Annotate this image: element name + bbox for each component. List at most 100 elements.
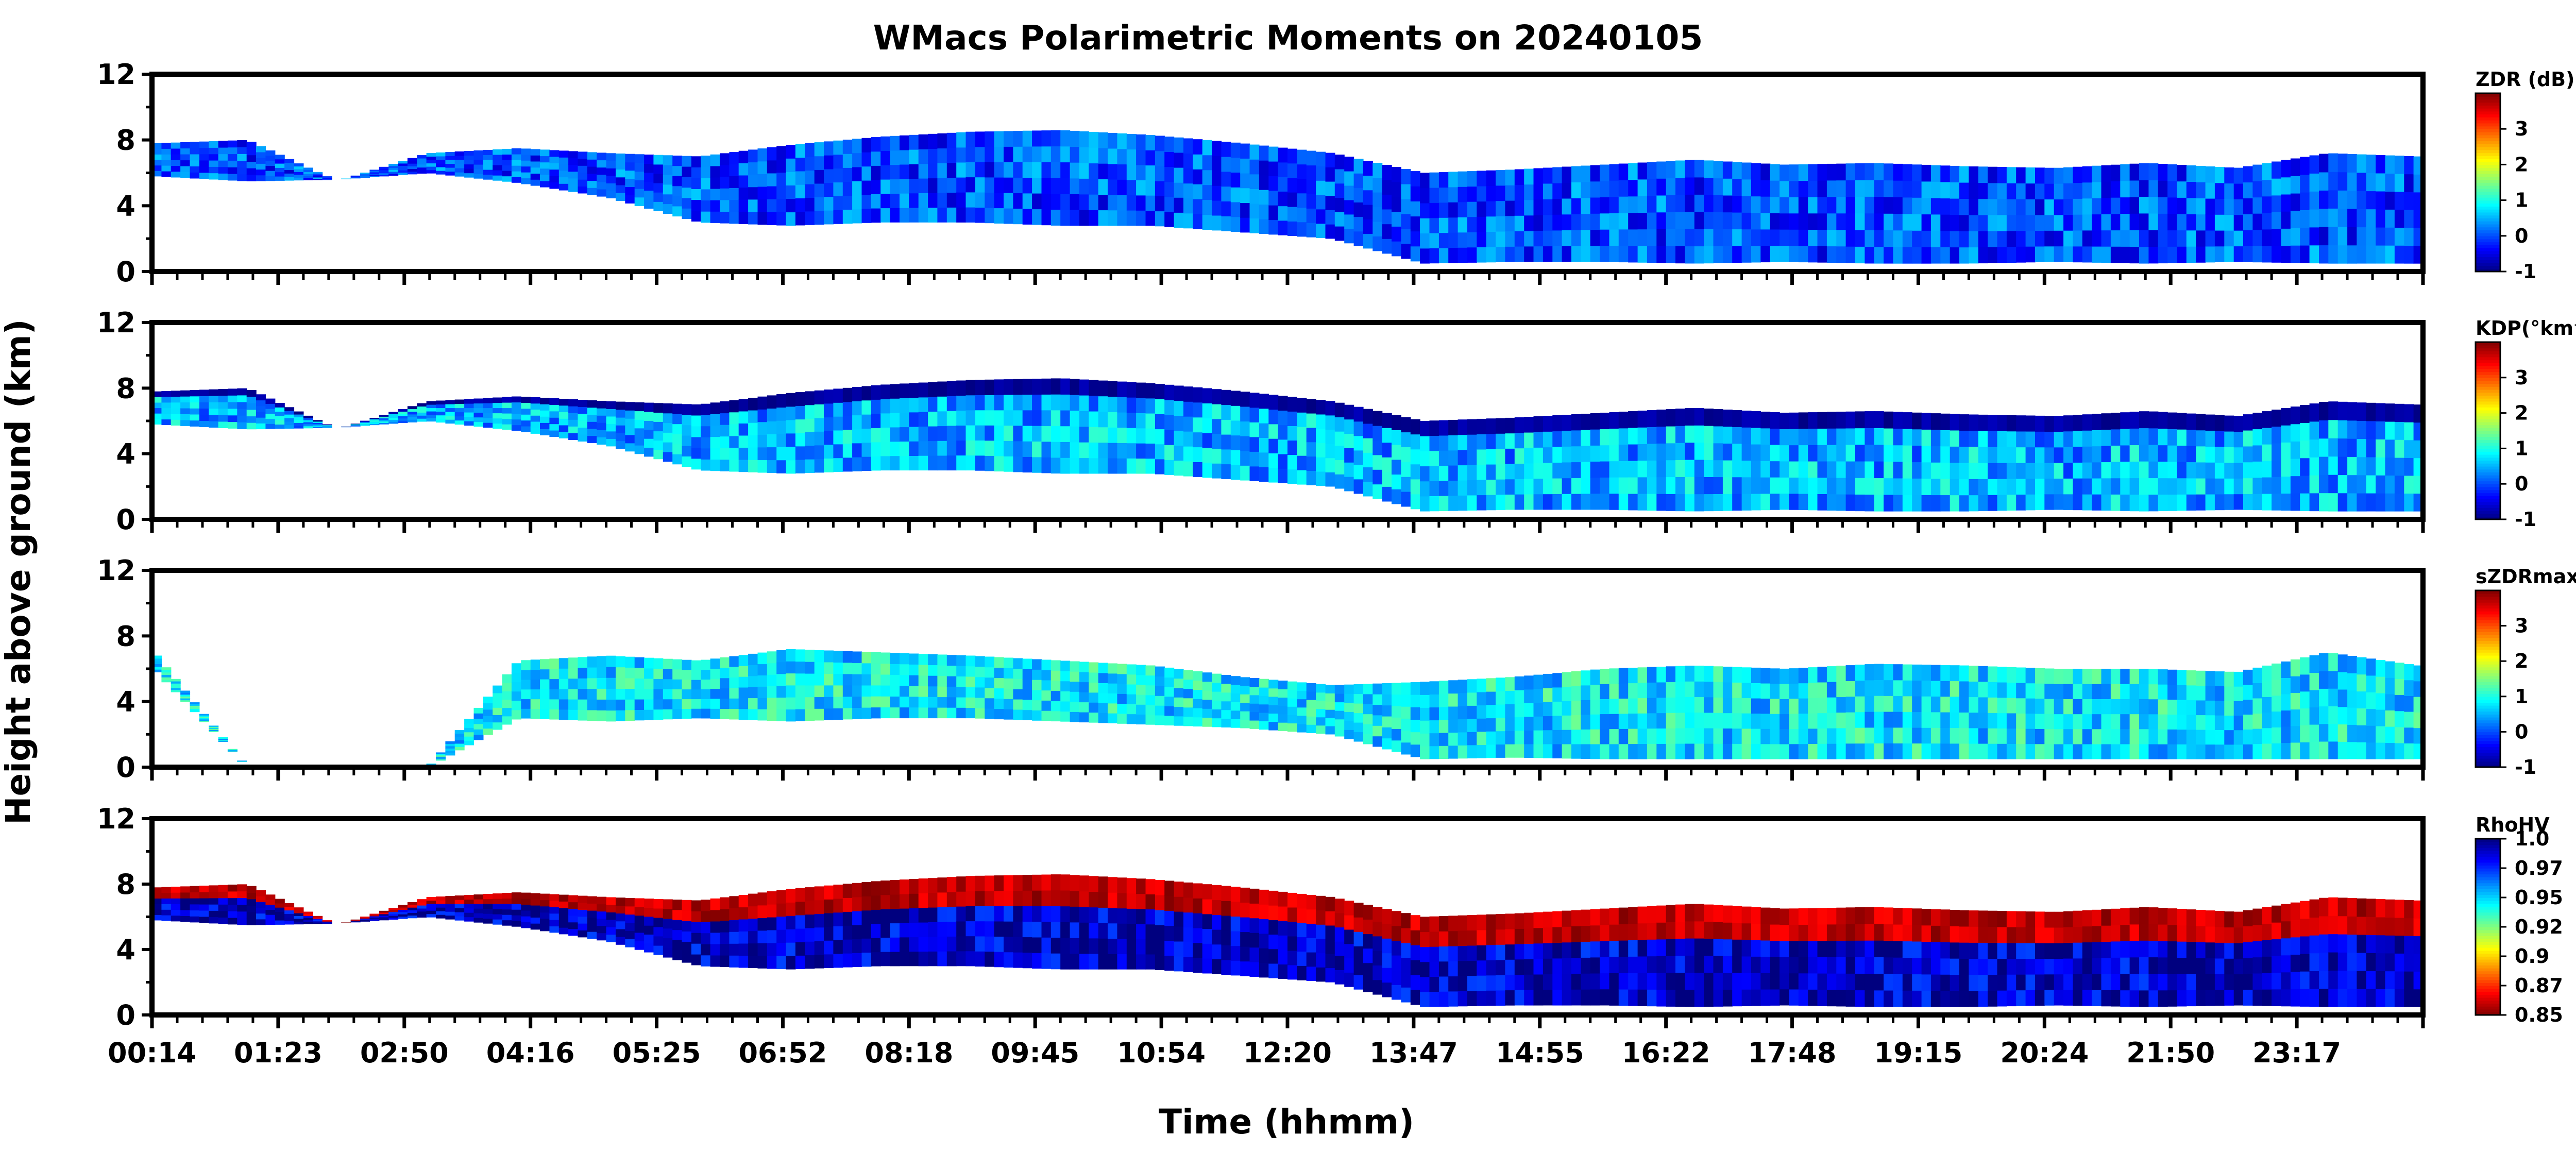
echo-cell bbox=[757, 664, 768, 675]
echo-cell bbox=[2101, 214, 2111, 231]
echo-cell bbox=[1600, 213, 1610, 230]
echo-cell bbox=[824, 141, 834, 156]
echo-cell bbox=[1458, 692, 1468, 706]
echo-cell bbox=[578, 406, 588, 414]
echo-cell bbox=[625, 187, 635, 196]
echo-cell bbox=[1089, 702, 1099, 713]
echo-cell bbox=[360, 920, 370, 922]
echo-cell bbox=[1552, 246, 1563, 262]
echo-cell bbox=[1571, 182, 1581, 198]
echo-cell bbox=[1647, 494, 1657, 511]
echo-cell bbox=[2290, 676, 2300, 693]
echo-cell bbox=[625, 418, 635, 427]
echo-cell bbox=[1581, 165, 1591, 182]
echo-cell bbox=[2328, 653, 2338, 671]
echo-cell bbox=[2054, 199, 2064, 215]
colorbar-segment bbox=[2476, 602, 2500, 606]
echo-cell bbox=[2063, 729, 2074, 744]
echo-cell bbox=[511, 408, 521, 414]
echo-cell bbox=[956, 395, 967, 411]
echo-cell bbox=[928, 163, 938, 179]
echo-cell bbox=[2073, 743, 2083, 759]
echo-cell bbox=[909, 686, 919, 697]
echo-cell bbox=[1164, 696, 1175, 706]
echo-cell bbox=[965, 410, 976, 426]
echo-cell bbox=[1259, 160, 1269, 176]
echo-cell bbox=[1458, 745, 1468, 759]
echo-cell bbox=[483, 904, 493, 909]
echo-cell bbox=[710, 459, 720, 471]
echo-cell bbox=[1760, 743, 1771, 759]
echo-cell bbox=[2243, 182, 2253, 198]
colorbar-segment bbox=[2476, 463, 2500, 467]
echo-cell bbox=[1751, 698, 1761, 714]
echo-cell bbox=[1808, 713, 1818, 729]
echo-cell bbox=[1363, 423, 1373, 438]
echo-cell bbox=[1704, 477, 1714, 495]
echo-cell bbox=[2262, 681, 2272, 697]
echo-cell bbox=[2073, 214, 2083, 231]
echo-cell bbox=[445, 415, 455, 420]
echo-cell bbox=[275, 916, 285, 921]
echo-cell bbox=[1600, 164, 1610, 181]
echo-cell bbox=[956, 132, 967, 148]
echo-cell bbox=[511, 177, 521, 183]
echo-cell bbox=[2082, 166, 2092, 183]
echo-cell bbox=[464, 912, 474, 918]
echo-cell bbox=[1477, 691, 1487, 706]
echo-cell bbox=[2158, 478, 2168, 495]
echo-cell bbox=[190, 916, 200, 923]
echo-cell bbox=[2300, 192, 2310, 210]
echo-cell bbox=[199, 147, 209, 155]
echo-cell bbox=[1221, 674, 1231, 684]
echo-cell bbox=[1571, 743, 1581, 759]
echo-cell bbox=[2385, 439, 2395, 458]
echo-cell bbox=[1363, 190, 1373, 205]
echo-cell bbox=[597, 167, 607, 175]
echo-cell bbox=[833, 182, 843, 196]
echo-cell bbox=[1571, 166, 1581, 182]
echo-cell bbox=[2120, 494, 2130, 511]
echo-cell bbox=[1940, 446, 1951, 463]
y-tick-label: 0 bbox=[116, 503, 135, 536]
echo-cell bbox=[861, 152, 872, 167]
echo-cell bbox=[965, 697, 976, 708]
echo-cell bbox=[246, 918, 257, 925]
echo-cell bbox=[1240, 217, 1250, 233]
echo-cell bbox=[2167, 246, 2178, 263]
echo-cell bbox=[1202, 433, 1212, 448]
echo-cell bbox=[2044, 494, 2055, 510]
echo-cell bbox=[1884, 230, 1894, 247]
echo-cell bbox=[1259, 437, 1269, 453]
echo-cell bbox=[1145, 443, 1156, 459]
echo-cell bbox=[748, 174, 758, 188]
echo-cell bbox=[1164, 445, 1175, 460]
echo-cell bbox=[975, 455, 985, 471]
echo-cell bbox=[502, 413, 512, 419]
echo-cell bbox=[2082, 214, 2092, 231]
echo-cell bbox=[1628, 229, 1638, 246]
echo-cell bbox=[1089, 178, 1099, 195]
echo-cell bbox=[890, 685, 900, 697]
echo-cell bbox=[1467, 692, 1477, 706]
echo-cell bbox=[1004, 193, 1013, 209]
echo-cell bbox=[1713, 477, 1723, 494]
echo-cell bbox=[2129, 684, 2140, 699]
echo-cell bbox=[227, 751, 238, 752]
echo-cell bbox=[871, 137, 881, 152]
echo-cell bbox=[2233, 671, 2244, 687]
echo-cell bbox=[1060, 701, 1071, 712]
echo-cell bbox=[227, 140, 238, 148]
echo-cell bbox=[691, 680, 701, 690]
echo-cell bbox=[2129, 246, 2140, 264]
echo-cell bbox=[1344, 477, 1354, 492]
echo-cell bbox=[558, 894, 569, 902]
echo-cell bbox=[1609, 196, 1619, 213]
echo-cell bbox=[1032, 700, 1042, 710]
echo-cell bbox=[1022, 410, 1032, 426]
echo-cell bbox=[568, 908, 579, 916]
echo-cell bbox=[1126, 684, 1137, 694]
echo-cell bbox=[1041, 378, 1052, 395]
echo-cell bbox=[1609, 461, 1619, 478]
echo-cell bbox=[2309, 421, 2319, 440]
